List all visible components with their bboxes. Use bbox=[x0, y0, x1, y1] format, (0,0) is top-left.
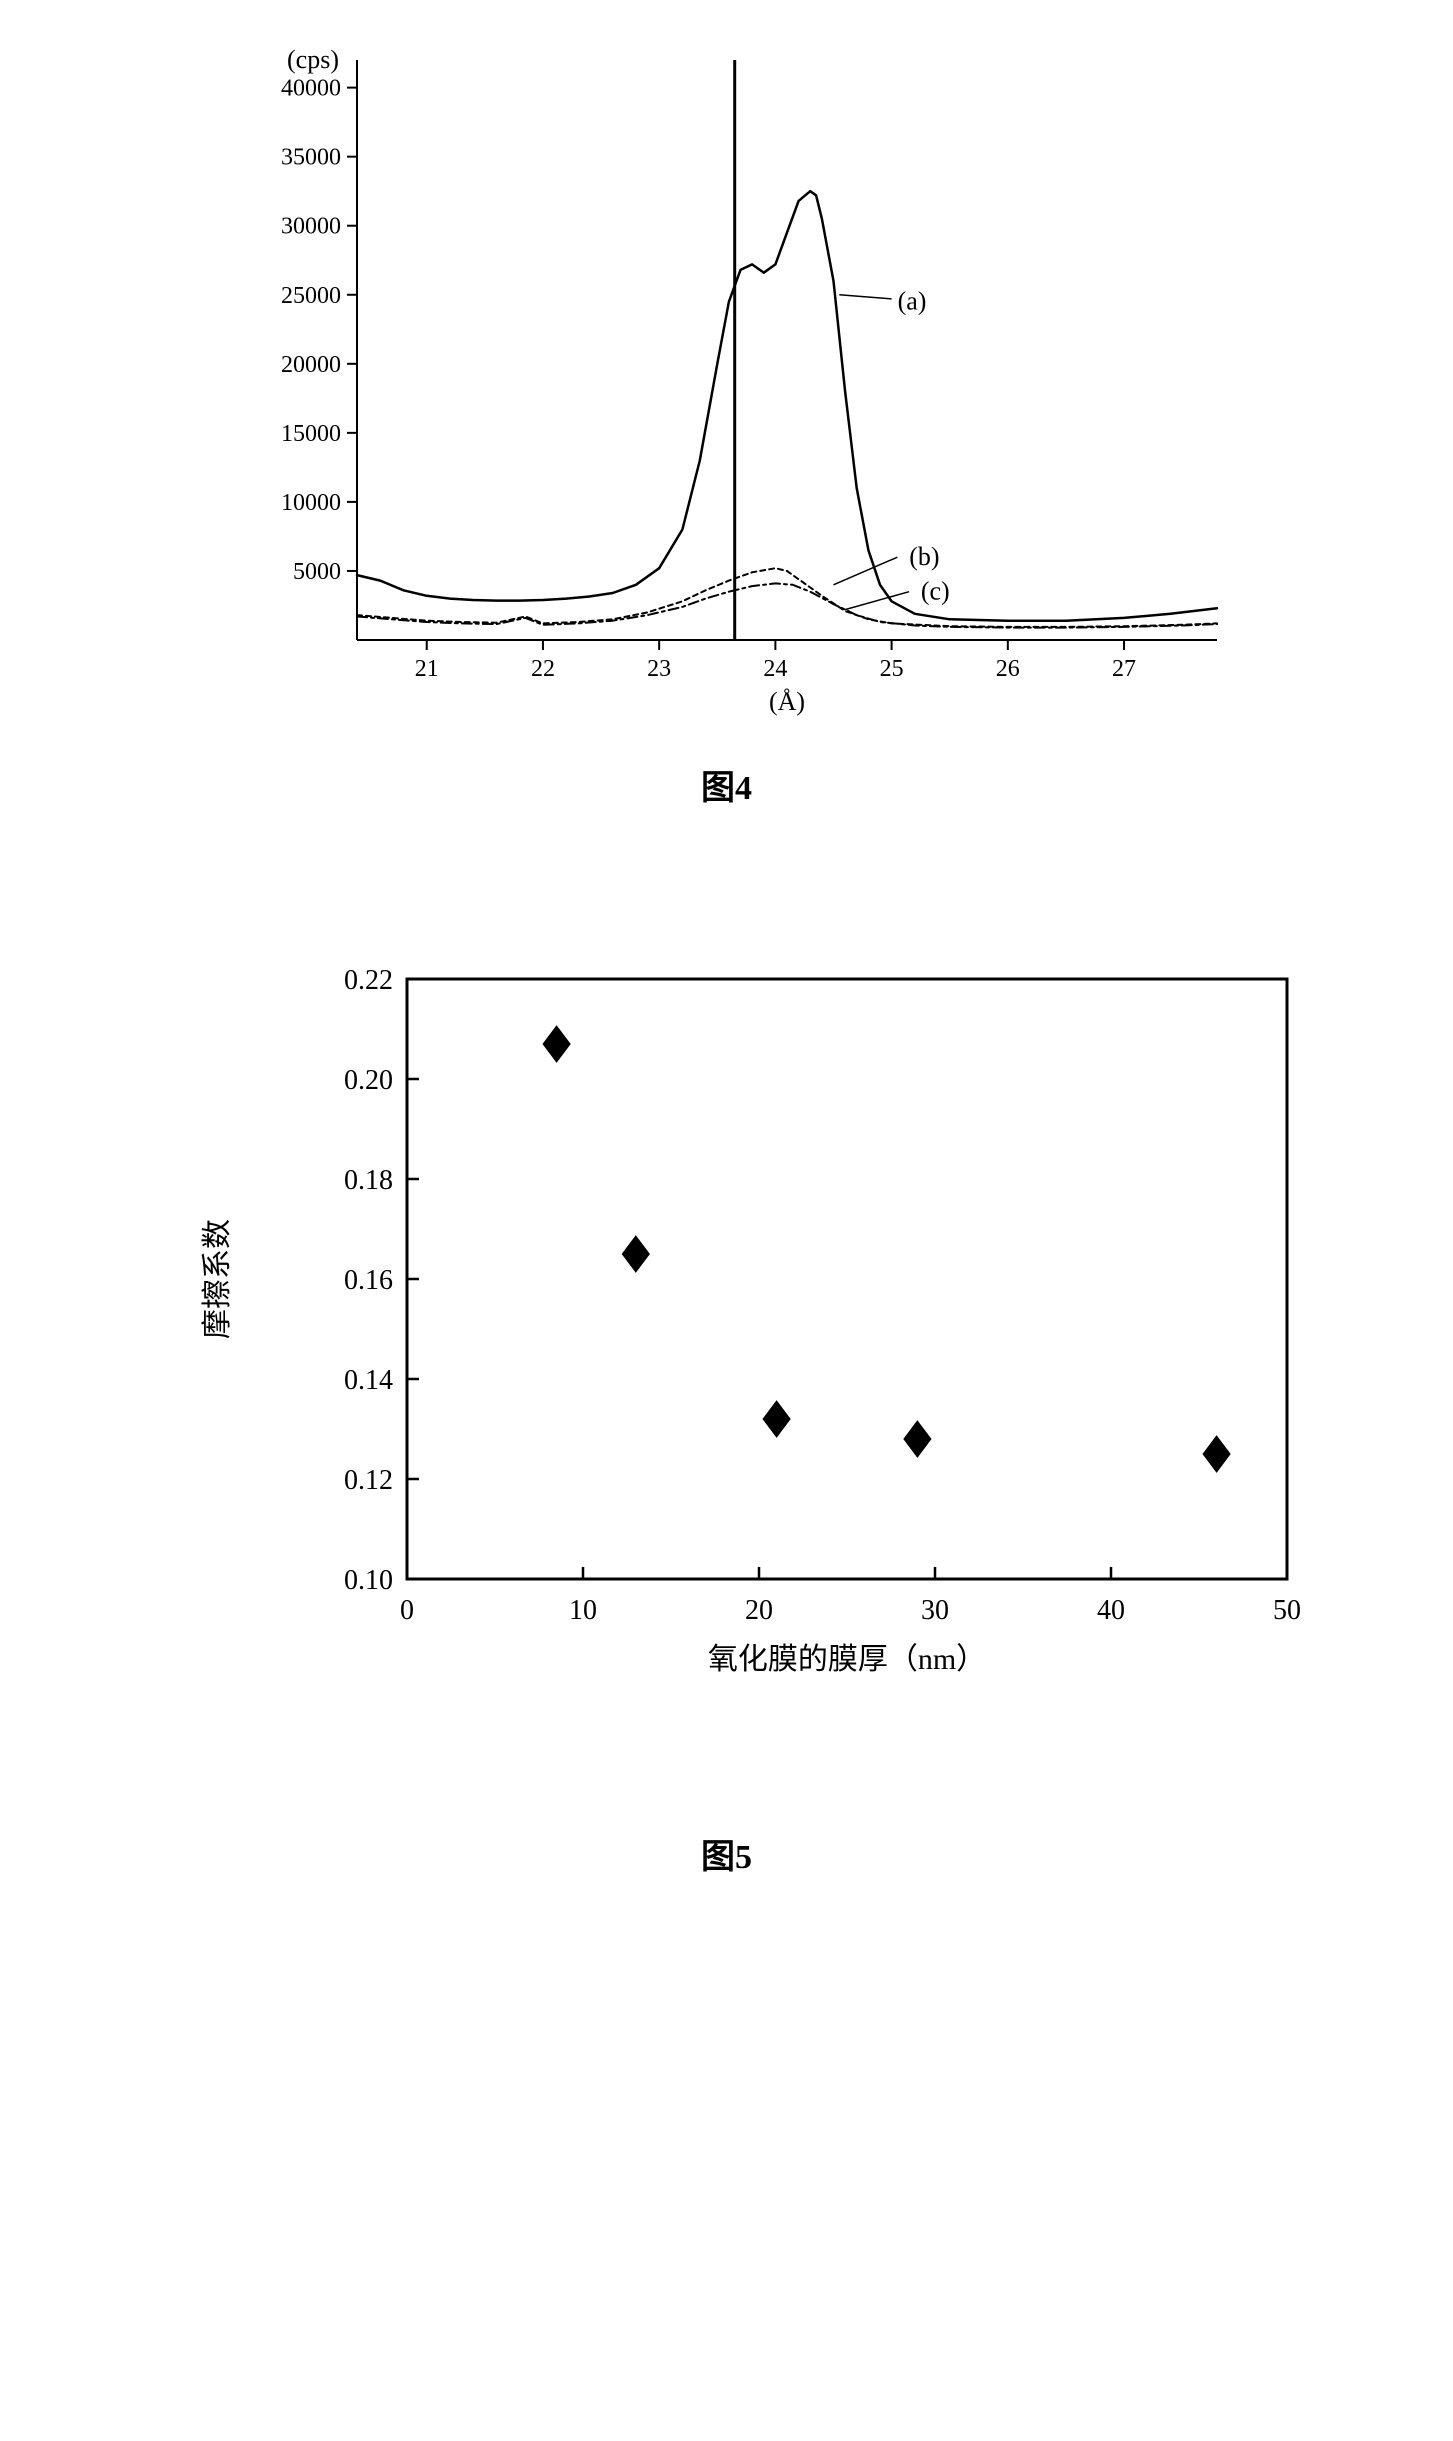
svg-text:0.14: 0.14 bbox=[344, 1365, 393, 1396]
svg-text:26: 26 bbox=[995, 656, 1019, 682]
svg-text:0: 0 bbox=[400, 1595, 414, 1626]
svg-text:0.12: 0.12 bbox=[344, 1465, 393, 1496]
svg-text:0.10: 0.10 bbox=[344, 1565, 393, 1596]
svg-text:50: 50 bbox=[1273, 1595, 1301, 1626]
figure-4-chart: 500010000150002000025000300003500040000(… bbox=[60, 40, 1393, 720]
figure-5-caption: 图5 bbox=[60, 1829, 1393, 1878]
svg-text:40: 40 bbox=[1097, 1595, 1125, 1626]
svg-text:(cps): (cps) bbox=[287, 45, 339, 74]
svg-text:0.22: 0.22 bbox=[344, 965, 393, 996]
svg-text:15000: 15000 bbox=[281, 421, 341, 447]
svg-text:(c): (c) bbox=[920, 577, 949, 606]
svg-text:摩擦系数: 摩擦系数 bbox=[201, 1219, 234, 1339]
figure-5-block: 0 10 20 30 40 50 0.10 0.12 0.14 0.16 0.18 0.20 0.22 氧… bbox=[60, 929, 1393, 1878]
svg-text:10: 10 bbox=[569, 1595, 597, 1626]
figure-4-block: 500010000150002000025000300003500040000(… bbox=[60, 40, 1393, 809]
svg-text:24: 24 bbox=[763, 656, 787, 682]
svg-text:20000: 20000 bbox=[281, 352, 341, 378]
svg-text:22: 22 bbox=[530, 656, 554, 682]
svg-text:20: 20 bbox=[745, 1595, 773, 1626]
fig5-svg: 0 10 20 30 40 50 0.10 0.12 0.14 0.16 0.18 0.20 0.22 氧… bbox=[117, 929, 1337, 1789]
svg-text:21: 21 bbox=[414, 656, 438, 682]
svg-text:(a): (a) bbox=[897, 287, 926, 316]
svg-text:35000: 35000 bbox=[281, 145, 341, 171]
figure-4-caption: 图4 bbox=[60, 760, 1393, 809]
svg-text:10000: 10000 bbox=[281, 490, 341, 516]
fig4-svg: 500010000150002000025000300003500040000(… bbox=[217, 40, 1237, 720]
svg-text:23: 23 bbox=[647, 656, 671, 682]
svg-text:(b): (b) bbox=[909, 542, 939, 571]
svg-text:30: 30 bbox=[921, 1595, 949, 1626]
svg-text:(Å): (Å) bbox=[768, 687, 804, 716]
svg-text:0.16: 0.16 bbox=[344, 1265, 393, 1296]
svg-text:0.20: 0.20 bbox=[344, 1065, 393, 1096]
svg-text:25: 25 bbox=[879, 656, 903, 682]
svg-text:40000: 40000 bbox=[281, 76, 341, 102]
svg-text:27: 27 bbox=[1112, 656, 1136, 682]
svg-text:25000: 25000 bbox=[281, 283, 341, 309]
svg-text:5000: 5000 bbox=[293, 559, 341, 585]
svg-text:0.18: 0.18 bbox=[344, 1165, 393, 1196]
svg-text:氧化膜的膜厚（nm）: 氧化膜的膜厚（nm） bbox=[707, 1643, 985, 1676]
svg-text:30000: 30000 bbox=[281, 214, 341, 240]
figure-5-chart: 0 10 20 30 40 50 0.10 0.12 0.14 0.16 0.18 0.20 0.22 氧… bbox=[60, 929, 1393, 1789]
